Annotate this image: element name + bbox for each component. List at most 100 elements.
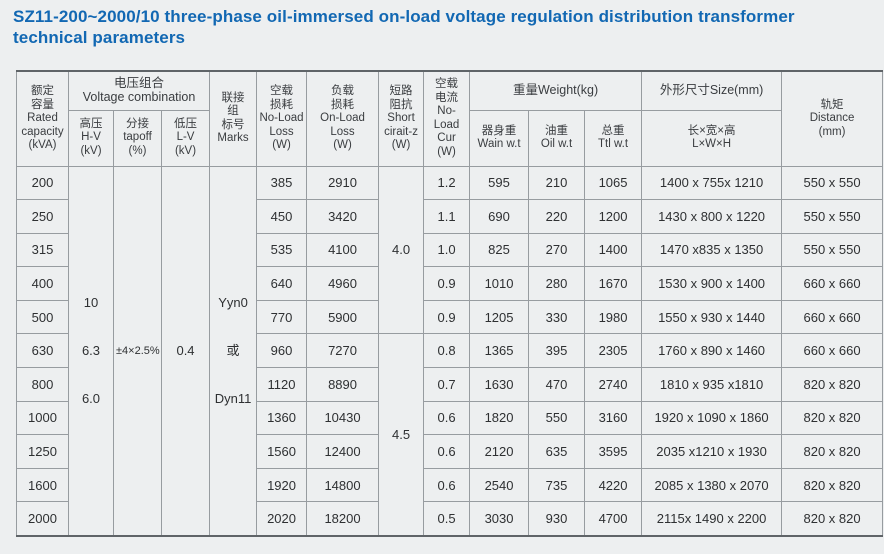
cell-no-load-current: 1.2 [423, 165, 471, 201]
cell-size: 2035 x1210 x 1930 [641, 434, 783, 469]
cell-capacity: 1000 [16, 400, 69, 436]
marks-value: Yyn0 [218, 295, 248, 311]
cell-distance: 820 x 820 [781, 434, 884, 469]
header-oil-weight: 油重 Oil w.t [528, 109, 586, 167]
table-row: 500 770 5900 0.9 1205 330 1980 1550 x 93… [16, 299, 884, 335]
cell-no-load-loss: 640 [256, 266, 308, 301]
cell-on-load-loss: 4100 [306, 232, 380, 268]
marks-value: Dyn11 [214, 391, 252, 407]
cell-no-load-current: 0.7 [423, 367, 471, 402]
cell-oil-weight: 550 [528, 400, 586, 436]
cell-capacity: 800 [16, 367, 69, 402]
cell-body-weight: 1205 [469, 299, 530, 335]
table-row: 800 1120 8890 0.7 1630 470 2740 1810 x 9… [16, 367, 884, 402]
cell-size: 1760 x 890 x 1460 [641, 333, 783, 369]
cell-capacity: 2000 [16, 501, 69, 537]
hv-values: 10 6.3 6.0 [71, 271, 111, 430]
cell-lv-merged: 0.4 [160, 165, 211, 537]
header-no-load-current: 空载 电流 No-Load Cur (W) [423, 70, 471, 167]
cell-body-weight: 2120 [469, 434, 530, 469]
cell-body-weight: 690 [469, 199, 530, 234]
cell-total-weight: 1670 [584, 266, 643, 301]
cell-body-weight: 1365 [469, 333, 530, 369]
cell-on-load-loss: 18200 [306, 501, 380, 537]
header-body-weight: 器身重 Wain w.t [469, 109, 530, 167]
cell-capacity: 400 [16, 266, 69, 301]
table-row: 630 960 7270 4.5 0.8 1365 395 2305 1760 … [16, 333, 884, 537]
table-row: 200 10 6.3 6.0 ±4×2.5% 0.4 Yyn0 或 Dyn11 [16, 165, 884, 537]
cell-total-weight: 2305 [584, 333, 643, 369]
marks-values: Yyn0 或 Dyn11 [212, 271, 254, 430]
cell-size: 1400 x 755x 1210 [641, 165, 783, 201]
table-row: 1600 1920 14800 0.6 2540 735 4220 2085 x… [16, 467, 884, 503]
header-rated-capacity: 额定 容量 Rated capacity (kVA) [16, 70, 69, 167]
cell-total-weight: 1065 [584, 165, 643, 201]
cell-oil-weight: 210 [528, 165, 586, 201]
cell-no-load-loss: 2020 [256, 501, 308, 537]
cell-total-weight: 1200 [584, 199, 643, 234]
cell-oil-weight: 930 [528, 501, 586, 537]
cell-size: 1430 x 800 x 1220 [641, 199, 783, 234]
cell-capacity: 315 [16, 232, 69, 268]
cell-distance: 820 x 820 [781, 501, 884, 537]
header-size-group: 外形尺寸Size(mm) [641, 70, 783, 111]
cell-oil-weight: 470 [528, 367, 586, 402]
hv-value: 10 [83, 295, 99, 311]
cell-on-load-loss: 7270 [306, 333, 380, 369]
cell-no-load-current: 0.9 [423, 299, 471, 335]
header-tapoff: 分接 tapoff (%) [113, 109, 162, 167]
cell-on-load-loss: 14800 [306, 467, 380, 503]
cell-no-load-loss: 450 [256, 199, 308, 234]
cell-on-load-loss: 2910 [306, 165, 380, 201]
cell-no-load-loss: 1120 [256, 367, 308, 402]
cell-size: 1530 x 900 x 1400 [641, 266, 783, 301]
cell-total-weight: 4700 [584, 501, 643, 537]
page-title: SZ11-200~2000/10 three-phase oil-immerse… [13, 6, 795, 48]
cell-body-weight: 1630 [469, 367, 530, 402]
table-row: 250 450 3420 1.1 690 220 1200 1430 x 800… [16, 199, 884, 234]
cell-body-weight: 1010 [469, 266, 530, 301]
header-total-weight: 总重 Ttl w.t [584, 109, 643, 167]
cell-capacity: 200 [16, 165, 69, 201]
cell-size: 1550 x 930 x 1440 [641, 299, 783, 335]
hv-value: 6.0 [81, 391, 101, 407]
header-hv: 高压 H-V (kV) [68, 109, 114, 167]
cell-no-load-current: 0.9 [423, 266, 471, 301]
cell-capacity: 1250 [16, 434, 69, 469]
cell-distance: 660 x 660 [781, 333, 884, 369]
cell-no-load-current: 0.6 [423, 400, 471, 436]
header-sub-row: 高压 H-V (kV) 分接 tapoff (%) 低压 L-V (kV) 器身… [17, 109, 883, 167]
table-row: 400 640 4960 0.9 1010 280 1670 1530 x 90… [16, 266, 884, 301]
cell-tapoff-merged: ±4×2.5% [113, 165, 162, 537]
cell-no-load-loss: 1920 [256, 467, 308, 503]
cell-size: 1470 x835 x 1350 [641, 232, 783, 268]
cell-on-load-loss: 4960 [306, 266, 380, 301]
cell-distance: 550 x 550 [781, 232, 884, 268]
cell-size: 2115x 1490 x 2200 [641, 501, 783, 537]
page-title-line1: SZ11-200~2000/10 three-phase oil-immerse… [13, 7, 795, 26]
marks-value: 或 [226, 343, 240, 359]
cell-impedance-4-0: 4.0 [378, 165, 425, 335]
cell-no-load-current: 0.6 [423, 467, 471, 503]
cell-hv-merged: 10 6.3 6.0 [68, 165, 114, 537]
cell-no-load-loss: 960 [256, 333, 308, 369]
cell-body-weight: 3030 [469, 501, 530, 537]
cell-oil-weight: 270 [528, 232, 586, 268]
cell-on-load-loss: 5900 [306, 299, 380, 335]
cell-distance: 550 x 550 [781, 165, 884, 201]
header-no-load-loss: 空载 损耗 No-Load Loss (W) [256, 70, 308, 167]
cell-no-load-current: 0.8 [423, 333, 471, 369]
cell-total-weight: 3595 [584, 434, 643, 469]
cell-no-load-loss: 1560 [256, 434, 308, 469]
cell-no-load-loss: 385 [256, 165, 308, 201]
header-marks: 联接 组 标号 Marks [209, 70, 258, 167]
header-short-circuit-impedance: 短路 阻抗 Short cirait-z (W) [378, 70, 425, 167]
header-distance: 轨矩 Distance (mm) [781, 70, 884, 167]
cell-oil-weight: 395 [528, 333, 586, 369]
cell-size: 1920 x 1090 x 1860 [641, 400, 783, 436]
cell-on-load-loss: 8890 [306, 367, 380, 402]
cell-capacity: 1600 [16, 467, 69, 503]
cell-marks-merged: Yyn0 或 Dyn11 [209, 165, 258, 537]
cell-body-weight: 2540 [469, 467, 530, 503]
